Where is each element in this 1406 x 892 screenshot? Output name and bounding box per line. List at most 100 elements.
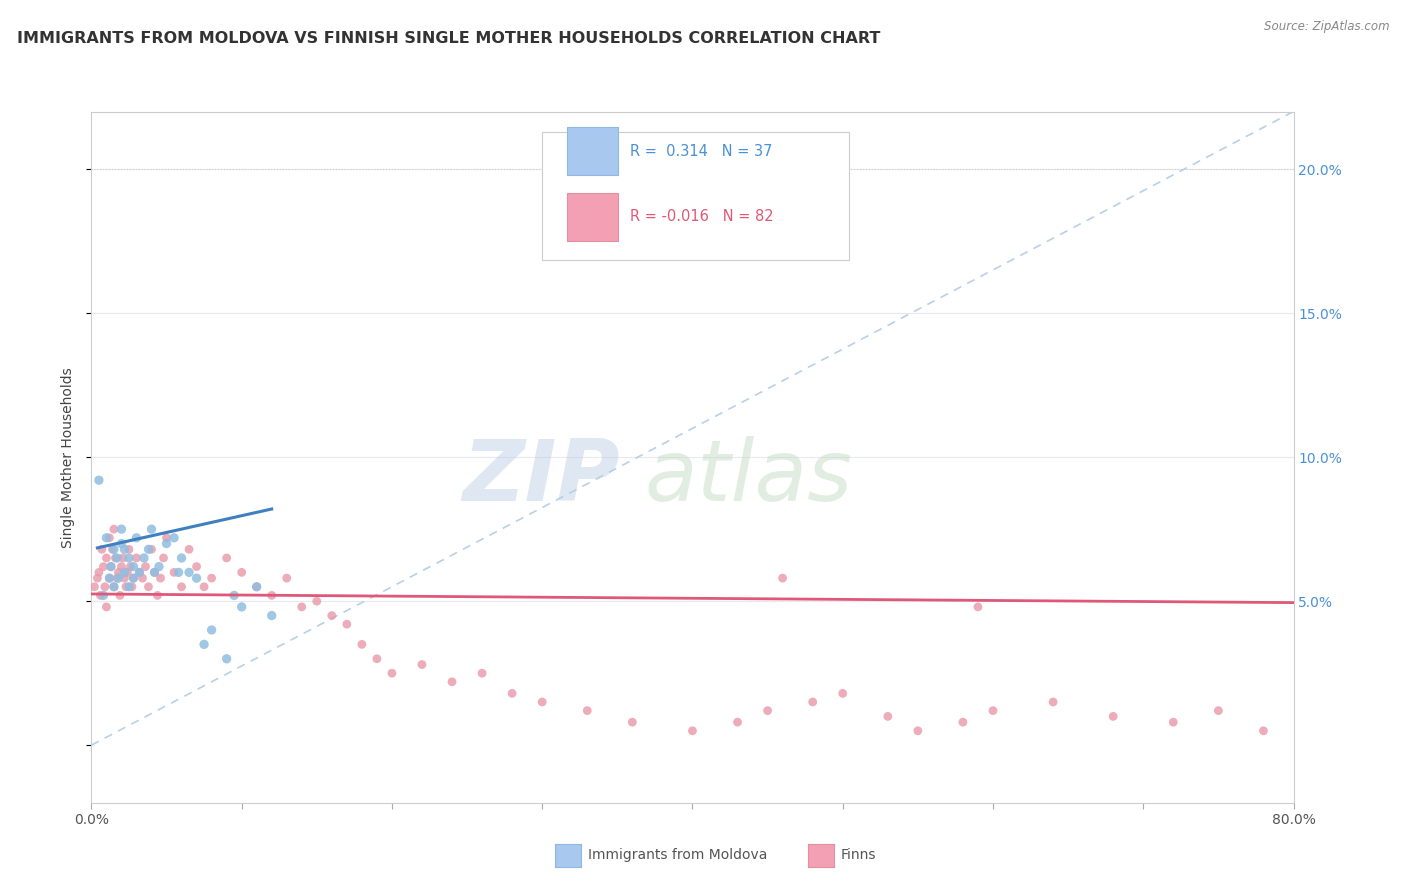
Point [149,571,172,585]
Point [186,559,208,574]
Point [1102,709,1125,723]
Point [122,559,145,574]
Point [103,580,125,594]
Point [110,536,132,550]
Point [132,551,155,566]
Point [1042,695,1064,709]
Point [83,580,105,594]
Text: R =  0.314   N = 37: R = 0.314 N = 37 [630,144,772,159]
Point [146,589,169,603]
Point [96,551,118,566]
Point [125,551,148,566]
Point [138,580,160,594]
Point [471,666,494,681]
Point [260,589,283,603]
Text: R = -0.016   N = 82: R = -0.016 N = 82 [630,210,773,225]
Point [177,566,200,580]
Point [201,623,224,637]
Point [110,522,132,536]
Point [96,531,118,545]
Point [366,652,388,666]
Point [576,704,599,718]
Point [224,589,246,603]
Point [756,704,779,718]
Point [801,695,824,709]
Point [98,571,121,585]
Point [193,637,215,651]
Point [1253,723,1275,738]
Point [772,571,794,585]
FancyBboxPatch shape [543,132,849,260]
Point [621,715,644,730]
Point [967,599,990,614]
Point [831,686,853,700]
Point [666,191,689,205]
Point [727,715,749,730]
Point [907,723,929,738]
Point [86,571,108,585]
Point [163,531,186,545]
Point [170,580,193,594]
Point [122,571,145,585]
Point [87,473,110,487]
Point [215,652,238,666]
Point [167,566,190,580]
Point [105,551,128,566]
Point [87,566,110,580]
Point [246,580,269,594]
Point [89,589,111,603]
Point [321,608,343,623]
Point [143,566,166,580]
Text: Source: ZipAtlas.com: Source: ZipAtlas.com [1264,20,1389,33]
Point [681,723,703,738]
Point [120,559,142,574]
Point [107,566,129,580]
Point [110,559,132,574]
Text: Immigrants from Moldova: Immigrants from Moldova [588,848,768,863]
Text: Finns: Finns [841,848,876,863]
Point [131,571,153,585]
Point [163,566,186,580]
Point [711,177,734,191]
Point [114,571,136,585]
Point [103,522,125,536]
Point [93,589,115,603]
Point [128,566,150,580]
Point [118,542,141,557]
FancyBboxPatch shape [568,128,617,175]
Point [201,571,224,585]
Point [115,580,138,594]
Point [186,571,208,585]
Point [981,704,1004,718]
Point [96,599,118,614]
Point [108,589,131,603]
Point [276,571,298,585]
Point [128,566,150,580]
Point [350,637,373,651]
Point [114,566,136,580]
Point [215,551,238,566]
Point [104,551,127,566]
Point [291,599,314,614]
Point [336,617,359,632]
Point [98,571,121,585]
Point [305,594,328,608]
Point [246,580,269,594]
Point [531,695,554,709]
Point [148,559,170,574]
Y-axis label: Single Mother Households: Single Mother Households [60,367,75,548]
Point [122,571,145,585]
Point [121,580,143,594]
Point [141,542,163,557]
Point [105,571,128,585]
Point [411,657,433,672]
Point [1161,715,1184,730]
Point [107,571,129,585]
Point [193,580,215,594]
Point [501,686,523,700]
Point [114,542,136,557]
Text: ZIP: ZIP [463,436,620,519]
Point [98,531,121,545]
Point [155,536,177,550]
Point [93,559,115,574]
